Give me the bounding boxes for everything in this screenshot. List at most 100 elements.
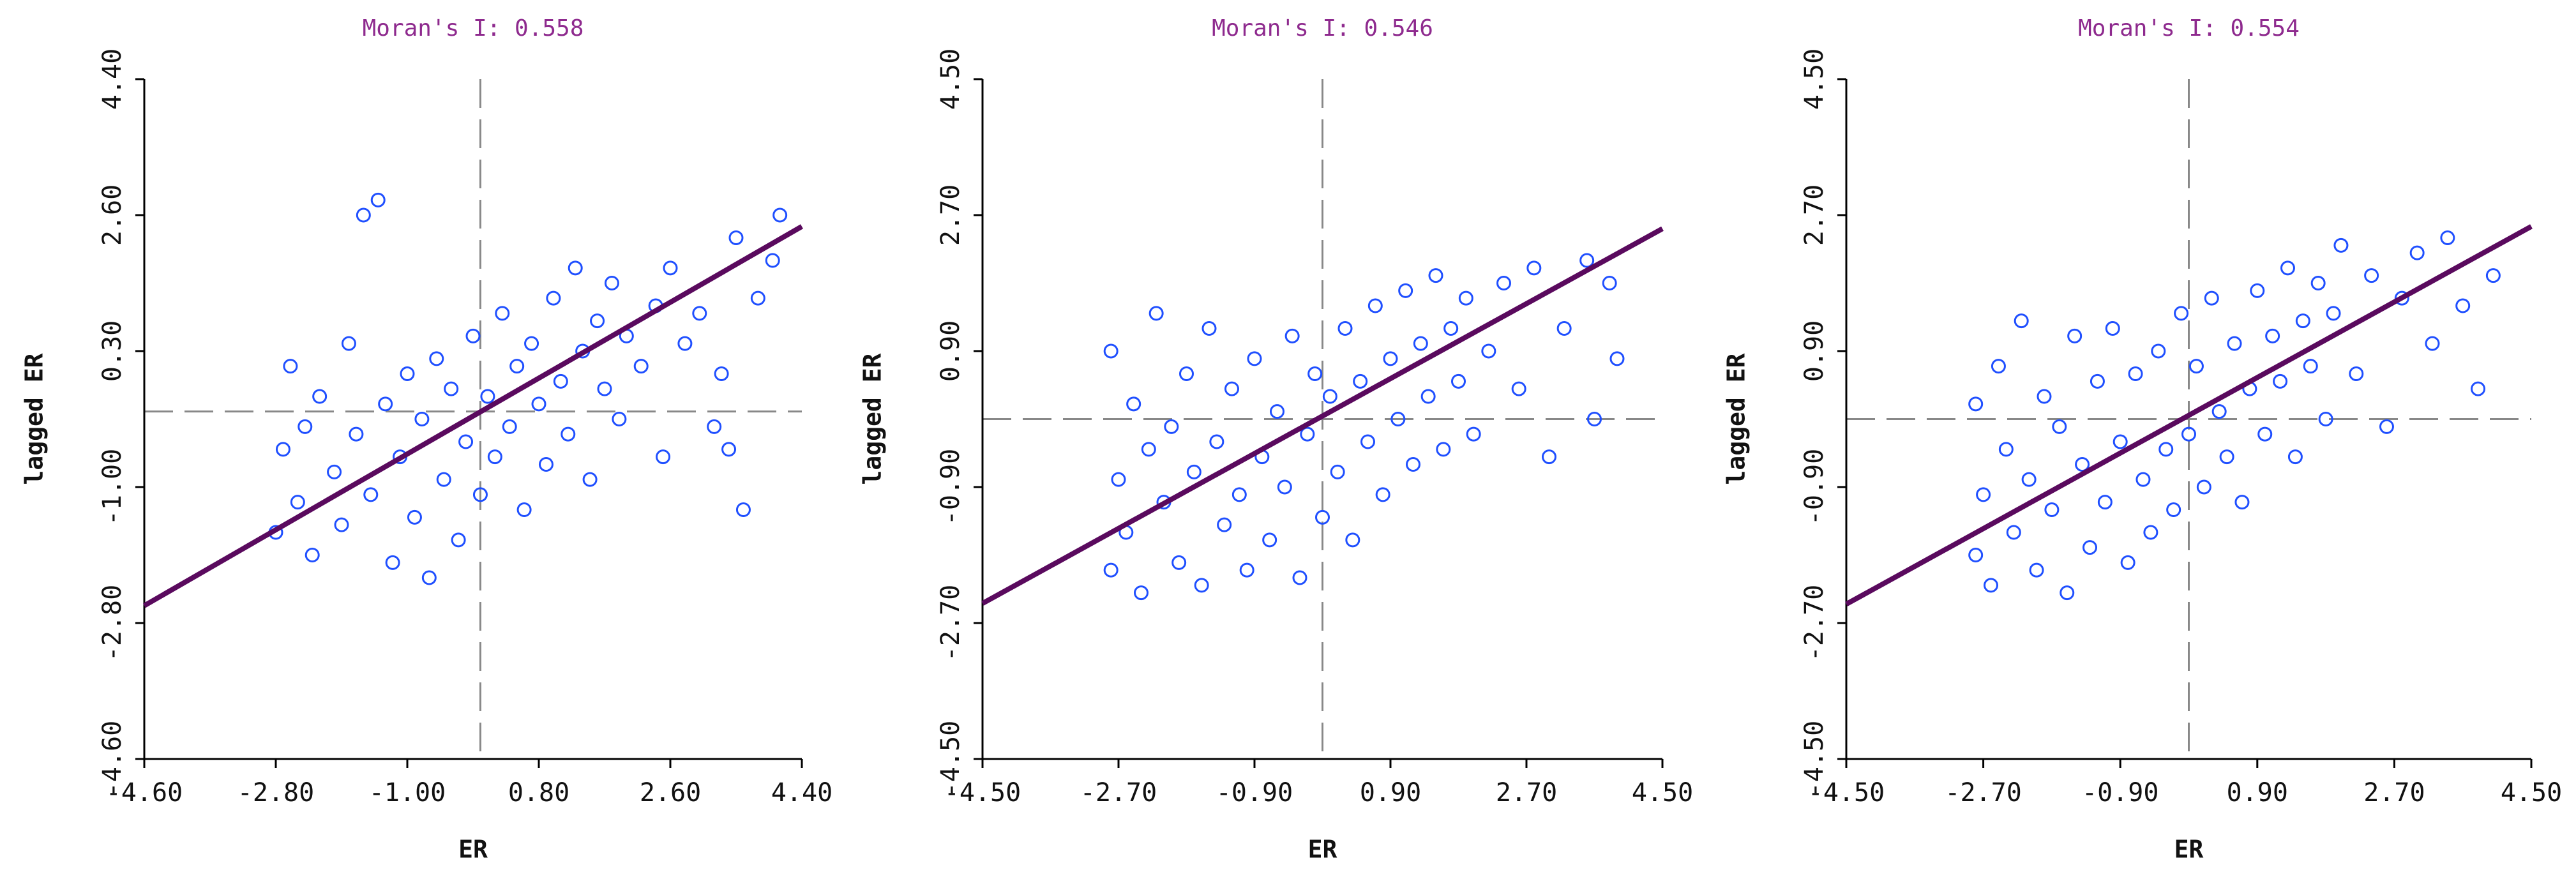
- point: [590, 313, 605, 329]
- point: [1602, 276, 1617, 290]
- point: [2219, 449, 2234, 465]
- point: [290, 495, 305, 510]
- point: [1511, 381, 1526, 396]
- point: [2014, 313, 2029, 329]
- x-tick-label: 4.40: [771, 778, 832, 808]
- point: [2425, 336, 2440, 351]
- point: [2037, 389, 2052, 404]
- point: [1284, 328, 1300, 343]
- point: [2128, 366, 2143, 381]
- point: [363, 487, 379, 502]
- point: [1968, 396, 1984, 412]
- point: [1111, 472, 1126, 487]
- point: [516, 502, 532, 517]
- point: [561, 426, 576, 442]
- point: [2021, 472, 2037, 487]
- point: [2227, 336, 2242, 351]
- point: [429, 351, 444, 366]
- point: [1360, 434, 1375, 449]
- point: [1451, 373, 1466, 389]
- x-tick-label: 2.70: [1496, 778, 1557, 808]
- point: [2280, 260, 2295, 276]
- point: [2295, 313, 2310, 329]
- chart-title: Moran's I: 0.558: [363, 15, 584, 41]
- y-tick-label: 0.90: [1800, 320, 1829, 382]
- point: [2151, 343, 2166, 359]
- point: [524, 336, 539, 351]
- y-tick-label: -0.90: [936, 449, 965, 525]
- x-tick-label: -0.90: [1216, 778, 1293, 808]
- point: [2250, 283, 2265, 298]
- point: [341, 336, 356, 351]
- y-tick-label: 0.30: [98, 320, 127, 382]
- x-tick-label: 4.50: [1632, 778, 1693, 808]
- point: [480, 389, 495, 404]
- point: [472, 487, 488, 502]
- point: [582, 472, 598, 487]
- point: [2181, 426, 2196, 442]
- point: [458, 434, 474, 449]
- point: [1103, 562, 1119, 578]
- y-tick-label: -2.70: [936, 585, 965, 661]
- point: [597, 381, 612, 396]
- y-tick-label: 2.70: [936, 184, 965, 246]
- point: [334, 517, 349, 532]
- y-tick-label: 2.70: [1800, 184, 1829, 246]
- point: [2135, 472, 2151, 487]
- point: [728, 230, 744, 245]
- point: [400, 366, 415, 381]
- point: [298, 419, 313, 434]
- point: [1134, 585, 1149, 601]
- point: [275, 442, 290, 457]
- regression-line: [1845, 224, 2533, 606]
- point: [765, 253, 780, 268]
- point: [385, 555, 400, 570]
- point: [2318, 412, 2333, 426]
- point: [2113, 434, 2128, 449]
- point: [677, 336, 693, 351]
- point: [531, 396, 546, 412]
- x-tick-label: 2.70: [2363, 778, 2425, 808]
- point: [1345, 532, 1360, 548]
- x-tick-label: -0.90: [2082, 778, 2158, 808]
- y-tick-label: -2.70: [1800, 585, 1829, 661]
- y-tick-label: -4.50: [1800, 721, 1829, 797]
- point: [1413, 336, 1428, 351]
- point: [568, 260, 583, 276]
- point: [1262, 532, 1277, 548]
- point: [1126, 396, 1141, 412]
- point: [1991, 359, 2006, 374]
- x-axis-label: ER: [458, 836, 488, 864]
- point: [1443, 321, 1459, 336]
- point: [1194, 578, 1209, 593]
- point: [1270, 404, 1284, 419]
- point: [2204, 290, 2219, 306]
- point: [2349, 366, 2364, 381]
- point: [1579, 253, 1595, 268]
- y-tick-label: -2.80: [98, 585, 127, 661]
- point: [2326, 306, 2341, 321]
- point: [356, 207, 371, 223]
- point: [2234, 495, 2250, 510]
- point: [612, 412, 627, 426]
- point: [2097, 495, 2113, 510]
- point: [2471, 381, 2486, 396]
- point: [509, 359, 525, 374]
- point: [1398, 283, 1413, 298]
- point: [663, 260, 678, 276]
- point: [1330, 464, 1345, 479]
- point: [2067, 328, 2083, 343]
- point: [487, 449, 502, 465]
- point: [1353, 373, 1368, 389]
- point: [2120, 555, 2135, 570]
- point: [495, 306, 510, 321]
- point: [750, 290, 765, 306]
- point: [2006, 525, 2021, 540]
- y-axis-label: lagged ER: [1722, 353, 1751, 485]
- point: [735, 502, 751, 517]
- point: [2029, 562, 2044, 578]
- point: [451, 532, 466, 548]
- point: [444, 381, 459, 396]
- point: [2310, 276, 2326, 290]
- y-tick-label: 0.90: [936, 320, 965, 382]
